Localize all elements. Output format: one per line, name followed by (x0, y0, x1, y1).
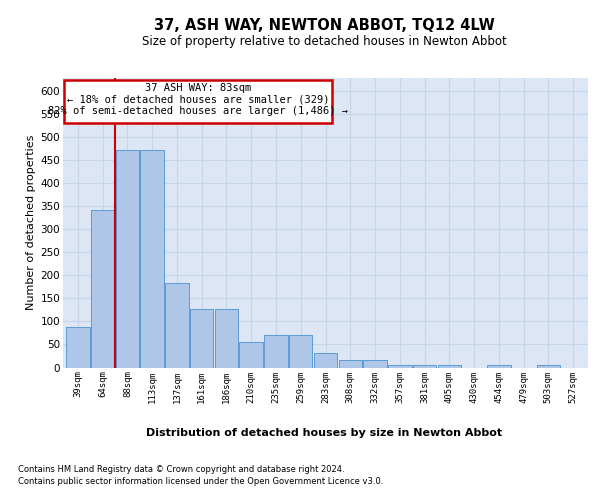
Bar (437, 365, 461, 368)
Bar (413, 365, 436, 368)
Text: 82% of semi-detached houses are larger (1,486) →: 82% of semi-detached houses are larger (… (48, 106, 348, 116)
Text: ← 18% of detached houses are smaller (329): ← 18% of detached houses are smaller (32… (67, 94, 329, 104)
Bar (165, 284, 188, 368)
Bar (487, 365, 511, 368)
Text: Contains public sector information licensed under the Open Government Licence v3: Contains public sector information licen… (18, 477, 383, 486)
Bar (264, 336, 288, 368)
Bar (91, 210, 115, 368)
Bar (140, 150, 164, 368)
Text: Size of property relative to detached houses in Newton Abbot: Size of property relative to detached ho… (142, 35, 506, 48)
Text: Contains HM Land Registry data © Crown copyright and database right 2024.: Contains HM Land Registry data © Crown c… (18, 465, 344, 474)
Bar (215, 308, 238, 368)
Bar (116, 150, 139, 368)
Bar (190, 308, 214, 368)
Bar (536, 365, 560, 368)
Bar (314, 353, 337, 368)
Bar (239, 342, 263, 367)
Bar (64, 80, 332, 122)
Bar (338, 360, 362, 368)
Text: 37, ASH WAY, NEWTON ABBOT, TQ12 4LW: 37, ASH WAY, NEWTON ABBOT, TQ12 4LW (154, 18, 494, 32)
Y-axis label: Number of detached properties: Number of detached properties (26, 135, 37, 310)
Bar (363, 360, 387, 368)
Text: Distribution of detached houses by size in Newton Abbot: Distribution of detached houses by size … (146, 428, 502, 438)
Bar (289, 336, 313, 368)
Bar (388, 365, 412, 368)
Text: 37 ASH WAY: 83sqm: 37 ASH WAY: 83sqm (145, 84, 251, 94)
Bar (66, 327, 89, 368)
